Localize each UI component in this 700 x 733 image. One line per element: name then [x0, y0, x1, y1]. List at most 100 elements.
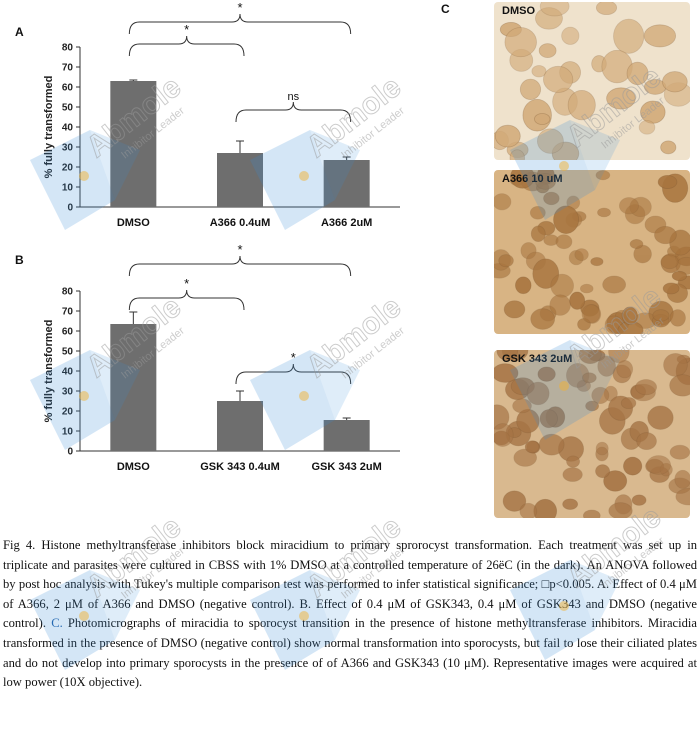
- cell: [538, 433, 565, 456]
- cell: [562, 498, 579, 510]
- cell: [534, 113, 551, 125]
- cell: [603, 470, 628, 492]
- cell: [595, 441, 609, 456]
- y-axis-label: % fully transformed: [43, 76, 55, 179]
- cell: [640, 100, 666, 124]
- significance-bracket: [128, 255, 352, 277]
- cell: [608, 350, 630, 364]
- cell: [496, 350, 519, 361]
- y-tick-label: 70: [62, 63, 74, 74]
- bar: [110, 81, 157, 207]
- y-axis-label: % fully transformed: [43, 320, 55, 423]
- micrograph-label: GSK 343 2uM: [502, 353, 573, 365]
- bar-chart-b: 0 10 20 30 40 50 60 70 80 % fully transformed DMSO…: [43, 244, 400, 473]
- cell: [643, 24, 677, 48]
- cell: [621, 306, 638, 325]
- y-tick-label: 70: [62, 307, 74, 318]
- significance-bracket: [235, 101, 352, 123]
- cell: [550, 273, 575, 298]
- bar-chart-a: 0 10 20 30 40 50 60 70 80 % fully transformed DMSO…: [43, 0, 400, 229]
- y-tick-label: 0: [67, 203, 73, 214]
- y-tick-label: 20: [62, 163, 74, 174]
- y-tick-label: 80: [62, 43, 74, 54]
- caption-text-c: Photomicrographs of miracidia to sporocy…: [3, 616, 698, 690]
- category-label: GSK 343 0.4uM: [200, 461, 279, 473]
- cell: [626, 61, 649, 86]
- significance-bracket: [128, 35, 245, 57]
- cell: [494, 193, 512, 211]
- cell: [567, 89, 596, 121]
- cell: [669, 374, 690, 397]
- cell: [509, 149, 525, 160]
- micrograph-gsk343: GSK 343 2uM: [494, 350, 690, 518]
- cell: [530, 308, 556, 330]
- cell: [595, 170, 611, 181]
- cell: [562, 467, 583, 482]
- cell: [543, 191, 560, 206]
- significance-bracket: [128, 13, 352, 35]
- cell: [581, 372, 597, 384]
- y-tick-label: 0: [67, 447, 73, 458]
- micrograph-image: [494, 350, 690, 518]
- bar: [217, 401, 263, 451]
- caption-panel-c-marker: C.: [51, 616, 63, 631]
- micrograph-dmso: DMSO: [494, 2, 690, 160]
- cell: [512, 398, 532, 414]
- cell: [581, 304, 601, 324]
- category-label: DMSO: [117, 217, 150, 229]
- cell: [595, 464, 611, 479]
- category-label: DMSO: [117, 461, 150, 473]
- y-tick-label: 20: [62, 407, 74, 418]
- cell: [531, 65, 547, 78]
- y-tick-label: 30: [62, 387, 74, 398]
- cell: [539, 409, 558, 429]
- cell: [578, 350, 602, 364]
- cell: [590, 257, 604, 267]
- cell: [618, 197, 639, 215]
- cell: [595, 2, 618, 16]
- cell: [561, 26, 580, 45]
- cell: [549, 294, 571, 316]
- micrograph-label: DMSO: [502, 5, 535, 17]
- y-tick-label: 50: [62, 347, 74, 358]
- y-tick-label: 30: [62, 143, 74, 154]
- y-tick-label: 50: [62, 103, 74, 114]
- cell: [502, 490, 527, 512]
- cell: [662, 71, 688, 93]
- figure-caption: Fig 4. Histone methyltransferase inhibit…: [3, 536, 697, 693]
- y-tick-label: 60: [62, 83, 74, 94]
- cell: [635, 379, 658, 396]
- cell: [660, 140, 677, 155]
- cell: [519, 502, 538, 518]
- cell: [671, 270, 687, 282]
- significance-bracket: [235, 363, 352, 385]
- y-tick-label: 10: [62, 427, 74, 438]
- micrograph-image: [494, 2, 690, 160]
- cell: [662, 282, 680, 295]
- cell: [519, 78, 542, 100]
- cell: [629, 239, 644, 250]
- significance-label: *: [291, 350, 296, 365]
- micrograph-a366: A366 10 uM: [494, 170, 690, 334]
- cell: [537, 128, 564, 154]
- cell: [675, 487, 690, 506]
- bar: [217, 153, 263, 207]
- cell: [498, 254, 514, 268]
- cell: [539, 2, 570, 17]
- cell: [513, 448, 537, 467]
- cell: [638, 120, 656, 135]
- cell: [620, 397, 637, 410]
- cell: [657, 174, 678, 189]
- cell: [530, 225, 546, 242]
- cell: [494, 124, 521, 148]
- cell: [663, 353, 688, 377]
- cell: [538, 43, 557, 58]
- category-label: A366 0.4uM: [210, 217, 271, 229]
- micrograph-label: A366 10 uM: [502, 173, 563, 185]
- cell: [591, 386, 610, 404]
- cell: [515, 276, 532, 295]
- cell: [606, 87, 636, 110]
- cell: [510, 170, 535, 189]
- cell: [494, 423, 514, 447]
- micrograph-image: [494, 170, 690, 334]
